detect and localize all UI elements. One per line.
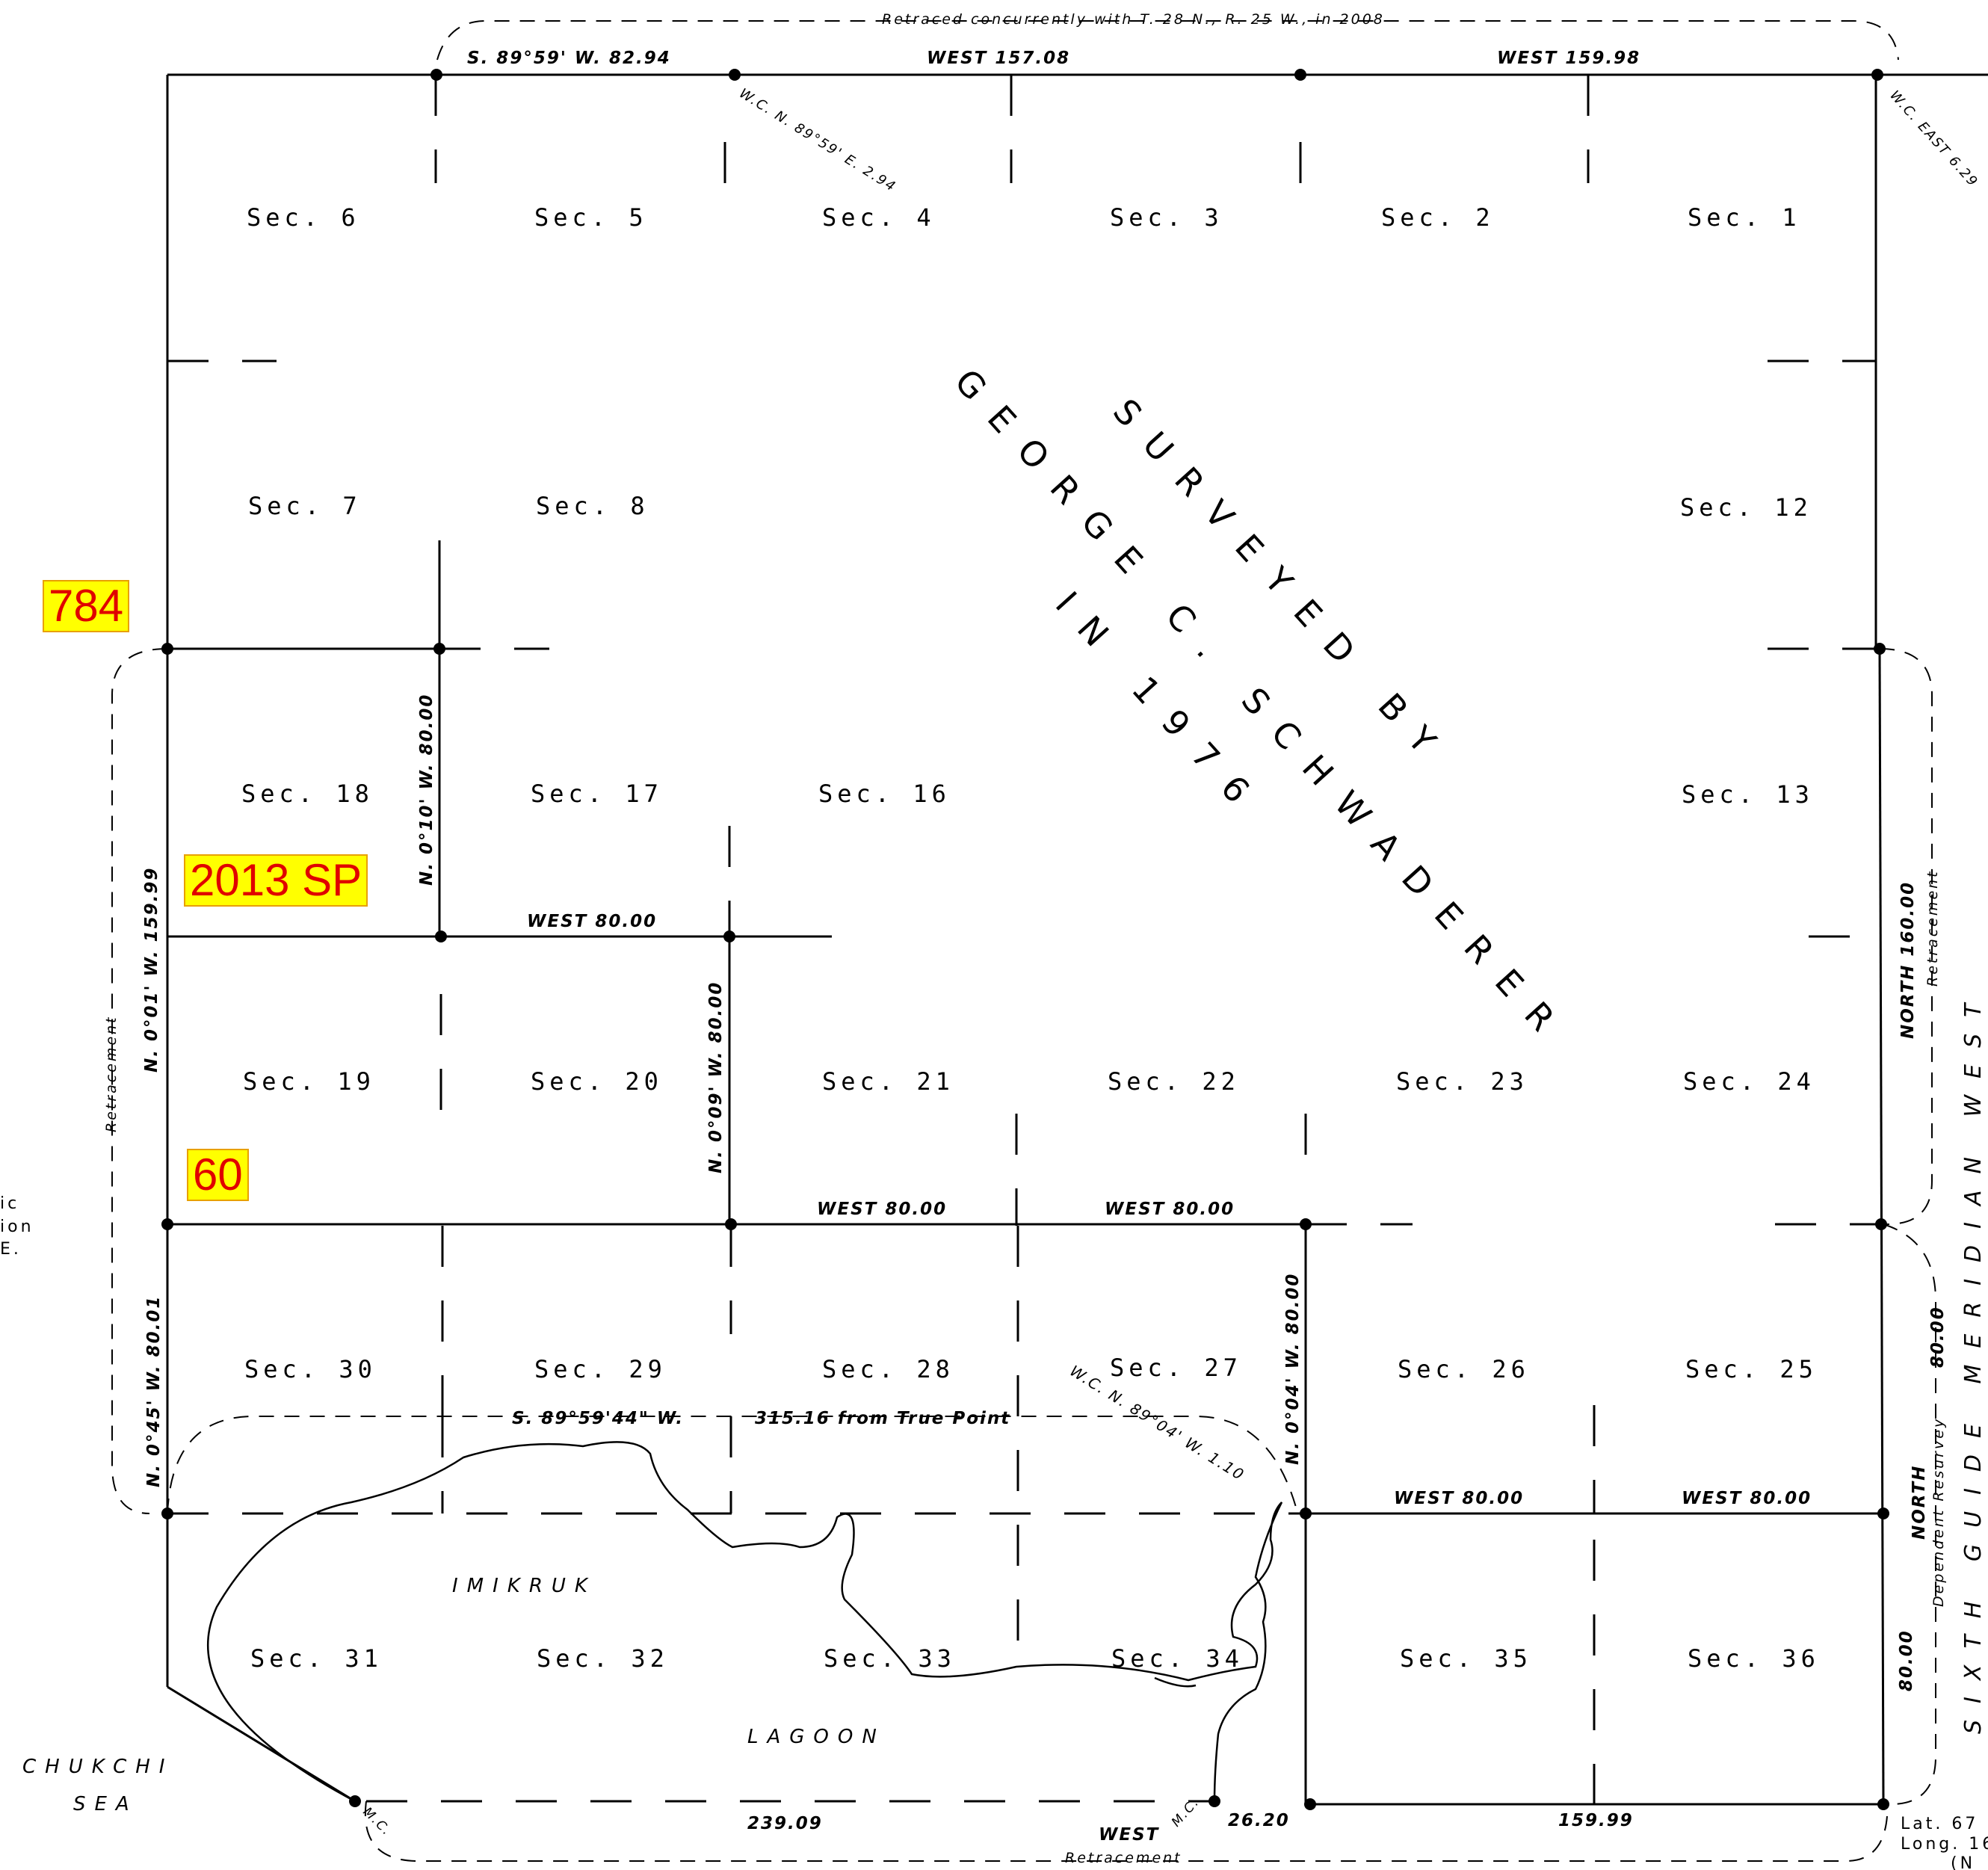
retracement-note: Retracement bbox=[103, 1015, 120, 1132]
marker-2013-sp: 2013 SP bbox=[184, 854, 368, 907]
bearing-label: WEST 159.98 bbox=[1497, 49, 1640, 68]
bearing-label: 80.00 bbox=[1897, 1629, 1916, 1691]
sec-label: Sec. 20 bbox=[531, 1067, 663, 1096]
bearing-label: N. 0°10' W. 80.00 bbox=[417, 694, 436, 886]
sec-label: Sec. 6 bbox=[247, 203, 360, 232]
sec-label: Sec. 13 bbox=[1682, 780, 1814, 809]
dependent-resurvey-note: Dependent Resurvey bbox=[1930, 1417, 1947, 1607]
sec-label: Sec. 23 bbox=[1396, 1067, 1528, 1096]
sec-label: Sec. 30 bbox=[244, 1355, 377, 1383]
sec-label: Sec. 4 bbox=[822, 203, 936, 232]
sec-label: Sec. 21 bbox=[822, 1067, 954, 1096]
sec-label: Sec. 33 bbox=[824, 1644, 956, 1673]
sec-label: Sec. 35 bbox=[1400, 1644, 1532, 1673]
sec-label: Sec. 36 bbox=[1688, 1644, 1820, 1673]
bearing-label: W.C. EAST 6.29 bbox=[1886, 87, 1981, 190]
lagoon-name: LAGOON bbox=[747, 1726, 886, 1748]
sec-label: Sec. 24 bbox=[1683, 1067, 1815, 1096]
sec-label: Sec. 7 bbox=[248, 492, 362, 520]
sec-label: Sec. 31 bbox=[250, 1644, 383, 1673]
bearing-label: 80.00 bbox=[1928, 1306, 1948, 1368]
bearing-label: M.C. bbox=[1169, 1795, 1203, 1830]
bearing-label: S. 89°59' W. 82.94 bbox=[467, 49, 671, 68]
marker-784: 784 bbox=[43, 580, 130, 632]
sec-label: Sec. 34 bbox=[1111, 1644, 1244, 1673]
bearing-label: WEST 80.00 bbox=[1394, 1489, 1524, 1508]
bearing-label: N. 0°09' W. 80.00 bbox=[706, 981, 726, 1173]
surveyed-by-line2: GEORGE C. SCHWADERER bbox=[947, 361, 1578, 1055]
bearing-label: NORTH 160.00 bbox=[1898, 881, 1918, 1039]
sec-label: Sec. 18 bbox=[241, 780, 374, 808]
bearing-label: WEST 80.00 bbox=[527, 912, 657, 931]
sec-label: Sec. 22 bbox=[1108, 1067, 1240, 1096]
bearing-label: 239.09 bbox=[747, 1814, 823, 1833]
retraced-note: Retraced concurrently with T. 28 N., R. … bbox=[882, 11, 1385, 28]
bearing-label: S. 89°59'44" W. bbox=[512, 1409, 684, 1428]
retracement-note: Retracement bbox=[1065, 1850, 1182, 1866]
sea-name: SEA bbox=[73, 1793, 138, 1815]
edge-text: Long. 16 bbox=[1901, 1835, 1988, 1854]
bearing-label: W.C. N. 89°59' E. 2.94 bbox=[736, 85, 899, 195]
edge-text: ic bbox=[0, 1194, 19, 1213]
bearing-label: N. 0°01' W. 159.99 bbox=[142, 867, 161, 1073]
bearing-label: WEST 157.08 bbox=[927, 49, 1070, 68]
sec-label: Sec. 2 bbox=[1381, 203, 1495, 232]
lagoon-shoreline bbox=[206, 1441, 1283, 1803]
sec-label: Sec. 16 bbox=[818, 780, 951, 808]
retracement-note: Retracement bbox=[1924, 869, 1941, 987]
guide-meridian-label: SIXTH GUIDE MERIDIAN WEST bbox=[1960, 987, 1987, 1734]
seacoast bbox=[167, 1685, 356, 1803]
edge-text: E. bbox=[0, 1240, 22, 1259]
bearing-label: WEST 80.00 bbox=[1682, 1489, 1812, 1508]
sec-label: Sec. 27 bbox=[1110, 1354, 1242, 1382]
sec-label: Sec. 17 bbox=[531, 780, 663, 808]
sec-label: Sec. 32 bbox=[537, 1644, 669, 1673]
bearing-label: NORTH bbox=[1910, 1465, 1929, 1540]
sec-label: Sec. 28 bbox=[822, 1355, 954, 1383]
bearing-label: 159.99 bbox=[1558, 1811, 1634, 1830]
bearing-label: 315.16 from True Point bbox=[755, 1409, 1010, 1428]
bearing-label: N. 0°04' W. 80.00 bbox=[1283, 1273, 1303, 1465]
lagoon-name: IMIKRUK bbox=[452, 1575, 596, 1597]
bearing-label: N. 0°45' W. 80.01 bbox=[144, 1295, 164, 1487]
bearing-label: 26.20 bbox=[1228, 1811, 1290, 1830]
sec-label: Sec. 1 bbox=[1688, 203, 1801, 232]
sec-label: Sec. 29 bbox=[534, 1355, 667, 1383]
marker-60: 60 bbox=[187, 1149, 249, 1201]
bearing-label: WEST 80.00 bbox=[1105, 1200, 1235, 1219]
sec-label: Sec. 19 bbox=[243, 1067, 375, 1096]
edge-text: (N bbox=[1951, 1854, 1975, 1870]
bearing-label: M.C. bbox=[359, 1804, 394, 1839]
bearing-label: WEST bbox=[1099, 1825, 1160, 1845]
edge-text: Lat. 67 bbox=[1901, 1815, 1978, 1833]
sec-label: Sec. 5 bbox=[534, 203, 648, 232]
sec-label: Sec. 12 bbox=[1680, 493, 1812, 522]
bearing-label: WEST 80.00 bbox=[817, 1200, 947, 1219]
sea-name: CHUKCHI bbox=[22, 1756, 173, 1778]
sec-label: Sec. 3 bbox=[1110, 203, 1223, 232]
edge-text: ion bbox=[0, 1218, 34, 1236]
sec-label: Sec. 26 bbox=[1398, 1355, 1530, 1383]
sec-label: Sec. 25 bbox=[1685, 1355, 1818, 1383]
sec-label: Sec. 8 bbox=[536, 492, 649, 520]
